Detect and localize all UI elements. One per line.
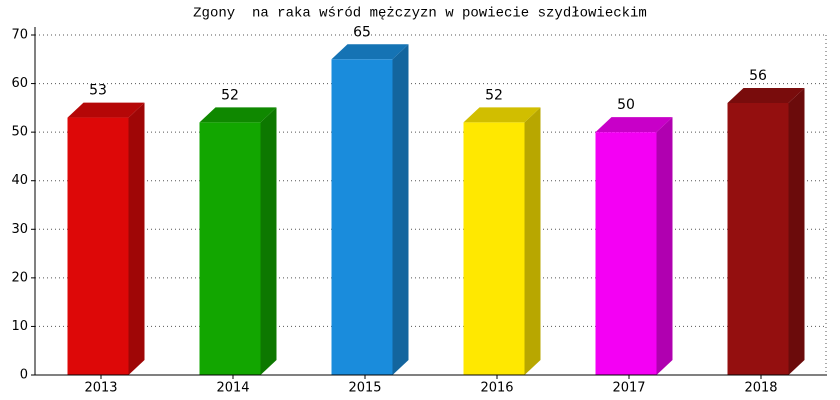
y-tick-label: 30 [11, 222, 28, 237]
x-tick-label: 2013 [84, 381, 117, 396]
bar [727, 103, 789, 375]
bar [331, 59, 393, 376]
bar [67, 117, 129, 376]
x-tick-label: 2017 [612, 381, 645, 396]
y-tick-label: 70 [11, 28, 28, 43]
data-label: 56 [749, 68, 767, 84]
x-tick-label: 2014 [216, 381, 249, 396]
x-tick-label: 2016 [480, 381, 513, 396]
y-tick-label: 60 [11, 76, 28, 91]
bar [595, 132, 657, 375]
bar-top [331, 44, 409, 60]
bar-top [595, 117, 673, 133]
y-tick-label: 20 [11, 270, 28, 285]
y-tick-label: 40 [11, 173, 28, 188]
bar [199, 122, 261, 375]
bar-side [260, 107, 277, 375]
data-label: 52 [221, 87, 239, 103]
bar-top [727, 88, 805, 103]
bar-side [392, 44, 409, 376]
y-tick-label: 50 [11, 125, 28, 140]
x-tick-label: 2018 [744, 381, 777, 396]
bar-side [788, 88, 805, 375]
bar [463, 122, 525, 375]
x-tick-label: 2015 [348, 381, 381, 396]
data-label: 65 [353, 24, 371, 40]
bar-side [656, 117, 673, 376]
y-tick-label: 0 [20, 368, 28, 383]
chart-title: Zgony na raka wśród mężczyzn w powiecie … [193, 6, 647, 22]
data-label: 50 [617, 97, 635, 113]
bar-side [128, 102, 145, 376]
y-tick-label: 10 [11, 319, 28, 334]
bar-top [199, 107, 277, 123]
bar-top [463, 107, 541, 123]
bar-side [524, 107, 541, 375]
data-label: 52 [485, 87, 503, 103]
bar-top [67, 102, 145, 118]
data-label: 53 [89, 83, 107, 99]
